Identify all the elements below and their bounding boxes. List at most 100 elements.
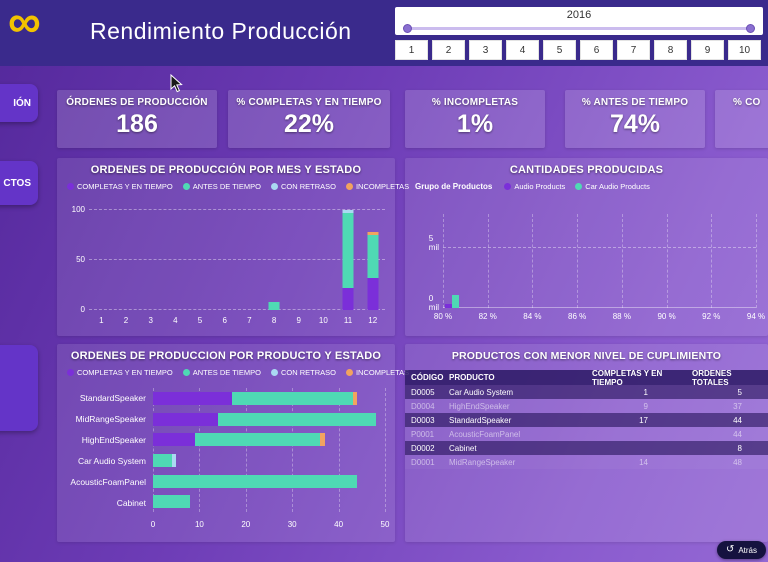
year-label: 2016 xyxy=(566,9,592,21)
table-body: D0005 Car Audio System 1 5 D0004 HighEndSpeak… xyxy=(405,385,768,469)
bar-segment[interactable] xyxy=(231,391,353,405)
column-header[interactable]: CÓDIGO xyxy=(411,373,444,382)
bar-segment[interactable] xyxy=(153,495,191,509)
product-bar-row[interactable] xyxy=(153,409,385,430)
product-bar-row[interactable] xyxy=(153,491,385,512)
table-cell: 44 xyxy=(733,429,742,439)
kpi-label: % INCOMPLETAS xyxy=(431,97,519,108)
table-row[interactable]: D0001 MidRangeSpeaker 14 48 xyxy=(405,455,768,469)
bar-segment[interactable] xyxy=(367,278,379,310)
bar-segment[interactable] xyxy=(367,235,379,278)
month-button-5[interactable]: 5 xyxy=(543,40,576,60)
table-cell: 8 xyxy=(737,443,742,453)
legend-dot xyxy=(270,369,278,376)
month-button-6[interactable]: 6 xyxy=(580,40,613,60)
bar-segment[interactable] xyxy=(367,232,379,235)
table-cell: 44 xyxy=(733,415,742,425)
month-column-12[interactable] xyxy=(360,210,385,310)
bar-segment[interactable] xyxy=(153,453,172,467)
product-bar-row[interactable] xyxy=(153,471,385,492)
bar-segment[interactable] xyxy=(320,433,325,447)
sidebar-item-blank[interactable] xyxy=(0,345,38,431)
bar-segment[interactable] xyxy=(352,391,358,405)
bar-segment[interactable] xyxy=(171,453,177,467)
bar-car-audio-products[interactable] xyxy=(452,294,459,308)
kpi-card-ordenes: ÓRDENES DE PRODUCCIÓN 186 xyxy=(57,90,217,148)
product-bar-row[interactable] xyxy=(153,450,385,471)
table-row[interactable]: D0002 Cabinet 8 xyxy=(405,441,768,455)
year-slider-track[interactable] xyxy=(403,24,755,33)
year-slicer[interactable]: 2016 xyxy=(395,7,763,35)
column-header[interactable]: PRODUCTO xyxy=(449,373,495,382)
y-tick-label: 0 xyxy=(80,305,85,314)
bar-segment[interactable] xyxy=(153,433,195,447)
slider-handle-left[interactable] xyxy=(403,24,412,33)
x-tick-label: 5 xyxy=(197,316,203,325)
month-column-7[interactable] xyxy=(237,210,262,310)
bar-segment[interactable] xyxy=(342,213,354,288)
month-button-2[interactable]: 2 xyxy=(432,40,465,60)
month-button-4[interactable]: 4 xyxy=(506,40,539,60)
back-button[interactable]: ↺ Atrás xyxy=(716,541,766,559)
x-tick-label: 20 xyxy=(241,520,251,529)
panel-title: CANTIDADES PRODUCIDAS xyxy=(509,164,664,176)
bar-segment[interactable] xyxy=(153,412,218,426)
legend-mes: COMPLETAS Y EN TIEMPO ANTES DE TIEMPO CON … xyxy=(57,176,409,191)
bar-segment[interactable] xyxy=(194,433,321,447)
slider-handle-right[interactable] xyxy=(746,24,755,33)
month-slicer: 1 2 3 4 5 6 7 8 9 10 xyxy=(395,40,761,60)
legend-item-completas-y-en-tiempo: COMPLETAS Y EN TIEMPO xyxy=(67,368,173,377)
baseline xyxy=(443,307,756,308)
month-column-2[interactable] xyxy=(114,210,139,310)
gridline xyxy=(666,214,668,308)
month-column-10[interactable] xyxy=(311,210,336,310)
month-button-3[interactable]: 3 xyxy=(469,40,502,60)
panel-cantidades: CANTIDADES PRODUCIDAS Grupo de Productos… xyxy=(405,158,768,336)
table-cell: D0001 xyxy=(411,457,435,467)
month-button-10[interactable]: 10 xyxy=(728,40,761,60)
sidebar-item-produccion[interactable]: IÓN xyxy=(0,84,38,122)
month-button-7[interactable]: 7 xyxy=(617,40,650,60)
x-tick-label: 82 % xyxy=(478,312,497,321)
bar-rows xyxy=(153,388,385,512)
month-button-9[interactable]: 9 xyxy=(691,40,724,60)
product-bar-row[interactable] xyxy=(153,388,385,409)
column-area xyxy=(89,210,385,310)
month-column-6[interactable] xyxy=(212,210,237,310)
table-cell: 14 xyxy=(639,457,648,467)
month-column-1[interactable] xyxy=(89,210,114,310)
bar-segment[interactable] xyxy=(217,412,376,426)
month-column-5[interactable] xyxy=(188,210,213,310)
month-column-11[interactable] xyxy=(336,210,361,310)
kpi-label: ÓRDENES DE PRODUCCIÓN xyxy=(66,97,208,108)
panel-title: ORDENES DE PRODUCCION POR PRODUCTO Y EST… xyxy=(70,350,382,362)
month-button-1[interactable]: 1 xyxy=(395,40,428,60)
sidebar-item-label: IÓN xyxy=(13,97,31,109)
month-column-8[interactable] xyxy=(262,210,287,310)
bar-segment[interactable] xyxy=(342,288,354,310)
legend-productos: Audio Products Car Audio Products xyxy=(504,182,650,191)
sidebar-item-productos[interactable]: CTOS xyxy=(0,161,38,205)
table-cell: Cabinet xyxy=(449,443,477,453)
table-row[interactable]: D0004 HighEndSpeaker 9 37 xyxy=(405,399,768,413)
product-bar-row[interactable] xyxy=(153,429,385,450)
bar-segment[interactable] xyxy=(342,210,354,213)
month-column-3[interactable] xyxy=(138,210,163,310)
table-row[interactable]: P0001 AcousticFoamPanel 44 xyxy=(405,427,768,441)
kpi-card-incompletas: % INCOMPLETAS 1% xyxy=(405,90,545,148)
column-header[interactable]: COMPLETAS Y EN TIEMPO xyxy=(592,368,663,387)
month-column-9[interactable] xyxy=(286,210,311,310)
bar-segment[interactable] xyxy=(268,302,280,310)
table-row[interactable]: D0003 StandardSpeaker 17 44 xyxy=(405,413,768,427)
bar-segment[interactable] xyxy=(153,391,232,405)
column-header[interactable]: ORDENES TOTALES xyxy=(692,368,732,387)
bar-segment[interactable] xyxy=(153,474,358,488)
table-row[interactable]: D0005 Car Audio System 1 5 xyxy=(405,385,768,399)
page-title: Rendimiento Producción xyxy=(90,18,352,44)
legend-item-car-audio-products: Car Audio Products xyxy=(575,182,650,191)
month-button-8[interactable]: 8 xyxy=(654,40,687,60)
category-label: HighEndSpeaker xyxy=(81,435,146,445)
bar-audio-products[interactable] xyxy=(445,304,452,308)
month-column-4[interactable] xyxy=(163,210,188,310)
panel-ordenes-producto: ORDENES DE PRODUCCION POR PRODUCTO Y EST… xyxy=(57,344,409,542)
